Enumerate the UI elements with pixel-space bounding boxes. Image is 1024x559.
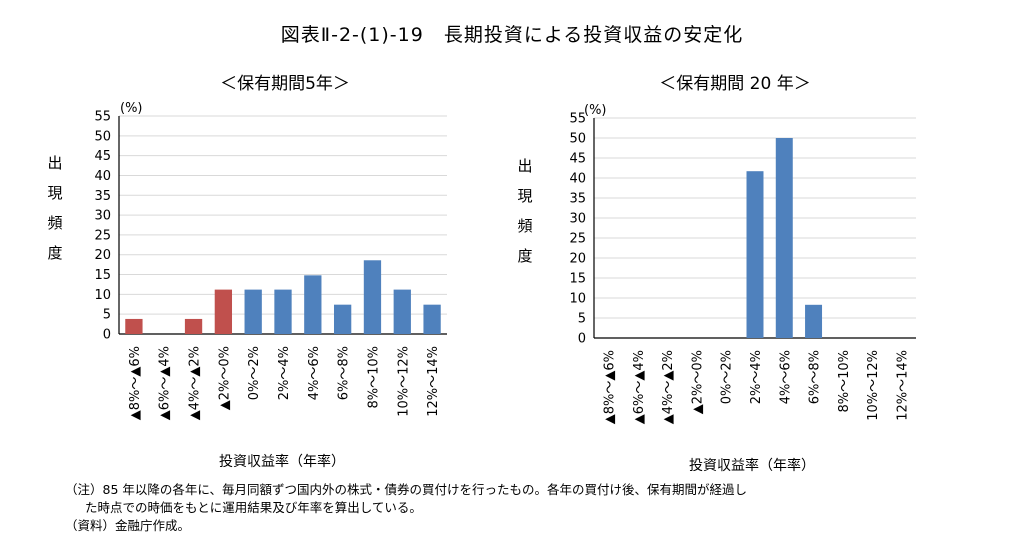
right-ytick-label: 30 (569, 212, 586, 227)
right-xtick-label: ▲2%～0% (690, 350, 705, 414)
left-bar (244, 289, 262, 334)
right-ytick-label: 45 (569, 152, 586, 167)
left-bar (184, 318, 203, 334)
left-ytick-label: 40 (94, 169, 111, 184)
right-xtick-label: ▲8%～▲6% (603, 350, 618, 424)
right-ytick-label: 10 (569, 292, 586, 307)
left-ytick-label: 5 (103, 308, 111, 323)
right-xtick-label: 6%～8% (808, 350, 823, 404)
right-ylabel-char: 現 (517, 187, 532, 205)
left-ytick-label: 25 (94, 228, 111, 243)
left-xtick-label: 4%～6% (307, 346, 322, 400)
note-line-1: （注）85 年以降の各年に、毎月同額ずつ国内外の株式・債券の買付けを行ったもの。… (65, 482, 748, 497)
left-xlabel: 投資収益率（年率） (219, 453, 345, 470)
left-xtick-label: 8%～10% (366, 346, 381, 409)
right-ylabel-char: 頻 (517, 217, 532, 235)
right-unit-label: (%) (584, 103, 607, 118)
notes: （注）85 年以降の各年に、毎月同額ずつ国内外の株式・債券の買付けを行ったもの。… (65, 481, 747, 535)
right-xtick-label: ▲6%～▲4% (632, 350, 647, 424)
left-bar (214, 289, 233, 334)
right-ytick-label: 15 (569, 272, 586, 287)
right-ytick-label: 55 (569, 112, 586, 127)
figure-title: 図表Ⅱ-2-(1)-19 長期投資による投資収益の安定化 (280, 24, 744, 46)
note-line-2: た時点での時価をもとに運用結果及び年率を算出している。 (85, 500, 422, 515)
left-xtick-label: 2%～4% (277, 346, 292, 400)
left-ylabel-char: 現 (47, 184, 62, 202)
right-ytick-label: 20 (569, 252, 586, 267)
right-ytick-label: 0 (578, 332, 586, 347)
right-xtick-label: 10%～12% (866, 350, 881, 421)
left-ytick-label: 10 (94, 288, 111, 303)
left-bar (333, 304, 352, 334)
left-bar (304, 275, 322, 334)
left-ytick-label: 20 (94, 248, 111, 263)
right-ytick-label: 50 (569, 132, 586, 147)
left-xtick-label: 0%～2% (247, 346, 262, 400)
left-bar (125, 318, 143, 334)
left-xtick-label: 12%～14% (426, 346, 441, 417)
right-ytick-label: 5 (578, 312, 586, 327)
right-xtick-label: 12%～14% (895, 350, 910, 421)
right-ytick-label: 25 (569, 232, 586, 247)
left-ytick-label: 0 (103, 328, 111, 343)
left-unit-label: (%) (120, 101, 143, 116)
right-xtick-label: 0%～2% (720, 350, 735, 404)
left-ytick-label: 50 (94, 129, 111, 144)
right-ytick-label: 35 (569, 192, 586, 207)
right-xtick-label: 4%～6% (778, 350, 793, 404)
right-xtick-label: 2%～4% (749, 350, 764, 404)
left-ylabel-char: 頻 (47, 214, 62, 232)
left-ytick-label: 55 (94, 110, 111, 125)
left-xtick-label: ▲4%～▲2% (188, 346, 203, 420)
left-ytick-label: 45 (94, 149, 111, 164)
right-bar (805, 304, 823, 338)
left-bar (274, 289, 292, 334)
left-chart-title: ＜保有期間5年＞ (220, 74, 350, 94)
left-ytick-label: 30 (94, 209, 111, 224)
left-ylabel-char: 度 (47, 244, 62, 262)
left-xtick-label: ▲8%～▲6% (128, 346, 143, 420)
left-ytick-label: 35 (94, 189, 111, 204)
right-xlabel: 投資収益率（年率） (689, 457, 815, 474)
left-bar (363, 260, 382, 334)
left-bar (423, 304, 441, 334)
left-ylabel-char: 出 (47, 154, 62, 172)
right-xtick-label: ▲4%～▲2% (661, 350, 676, 424)
left-xtick-label: 10%～12% (396, 346, 411, 417)
right-xtick-label: 8%～10% (837, 350, 852, 413)
left-ytick-label: 15 (94, 268, 111, 283)
left-xtick-label: 6%～8% (337, 346, 352, 400)
right-bar (746, 171, 764, 338)
left-bar (393, 289, 411, 334)
left-xtick-label: ▲2%～0% (217, 346, 232, 410)
left-xtick-label: ▲6%～▲4% (158, 346, 173, 420)
right-ylabel-char: 度 (517, 247, 532, 265)
right-ylabel-char: 出 (517, 157, 532, 175)
right-bar (775, 138, 793, 338)
right-chart-title: ＜保有期間 20 年＞ (659, 74, 811, 94)
right-ytick-label: 40 (569, 172, 586, 187)
source-line: （資料）金融庁作成。 (65, 518, 191, 533)
